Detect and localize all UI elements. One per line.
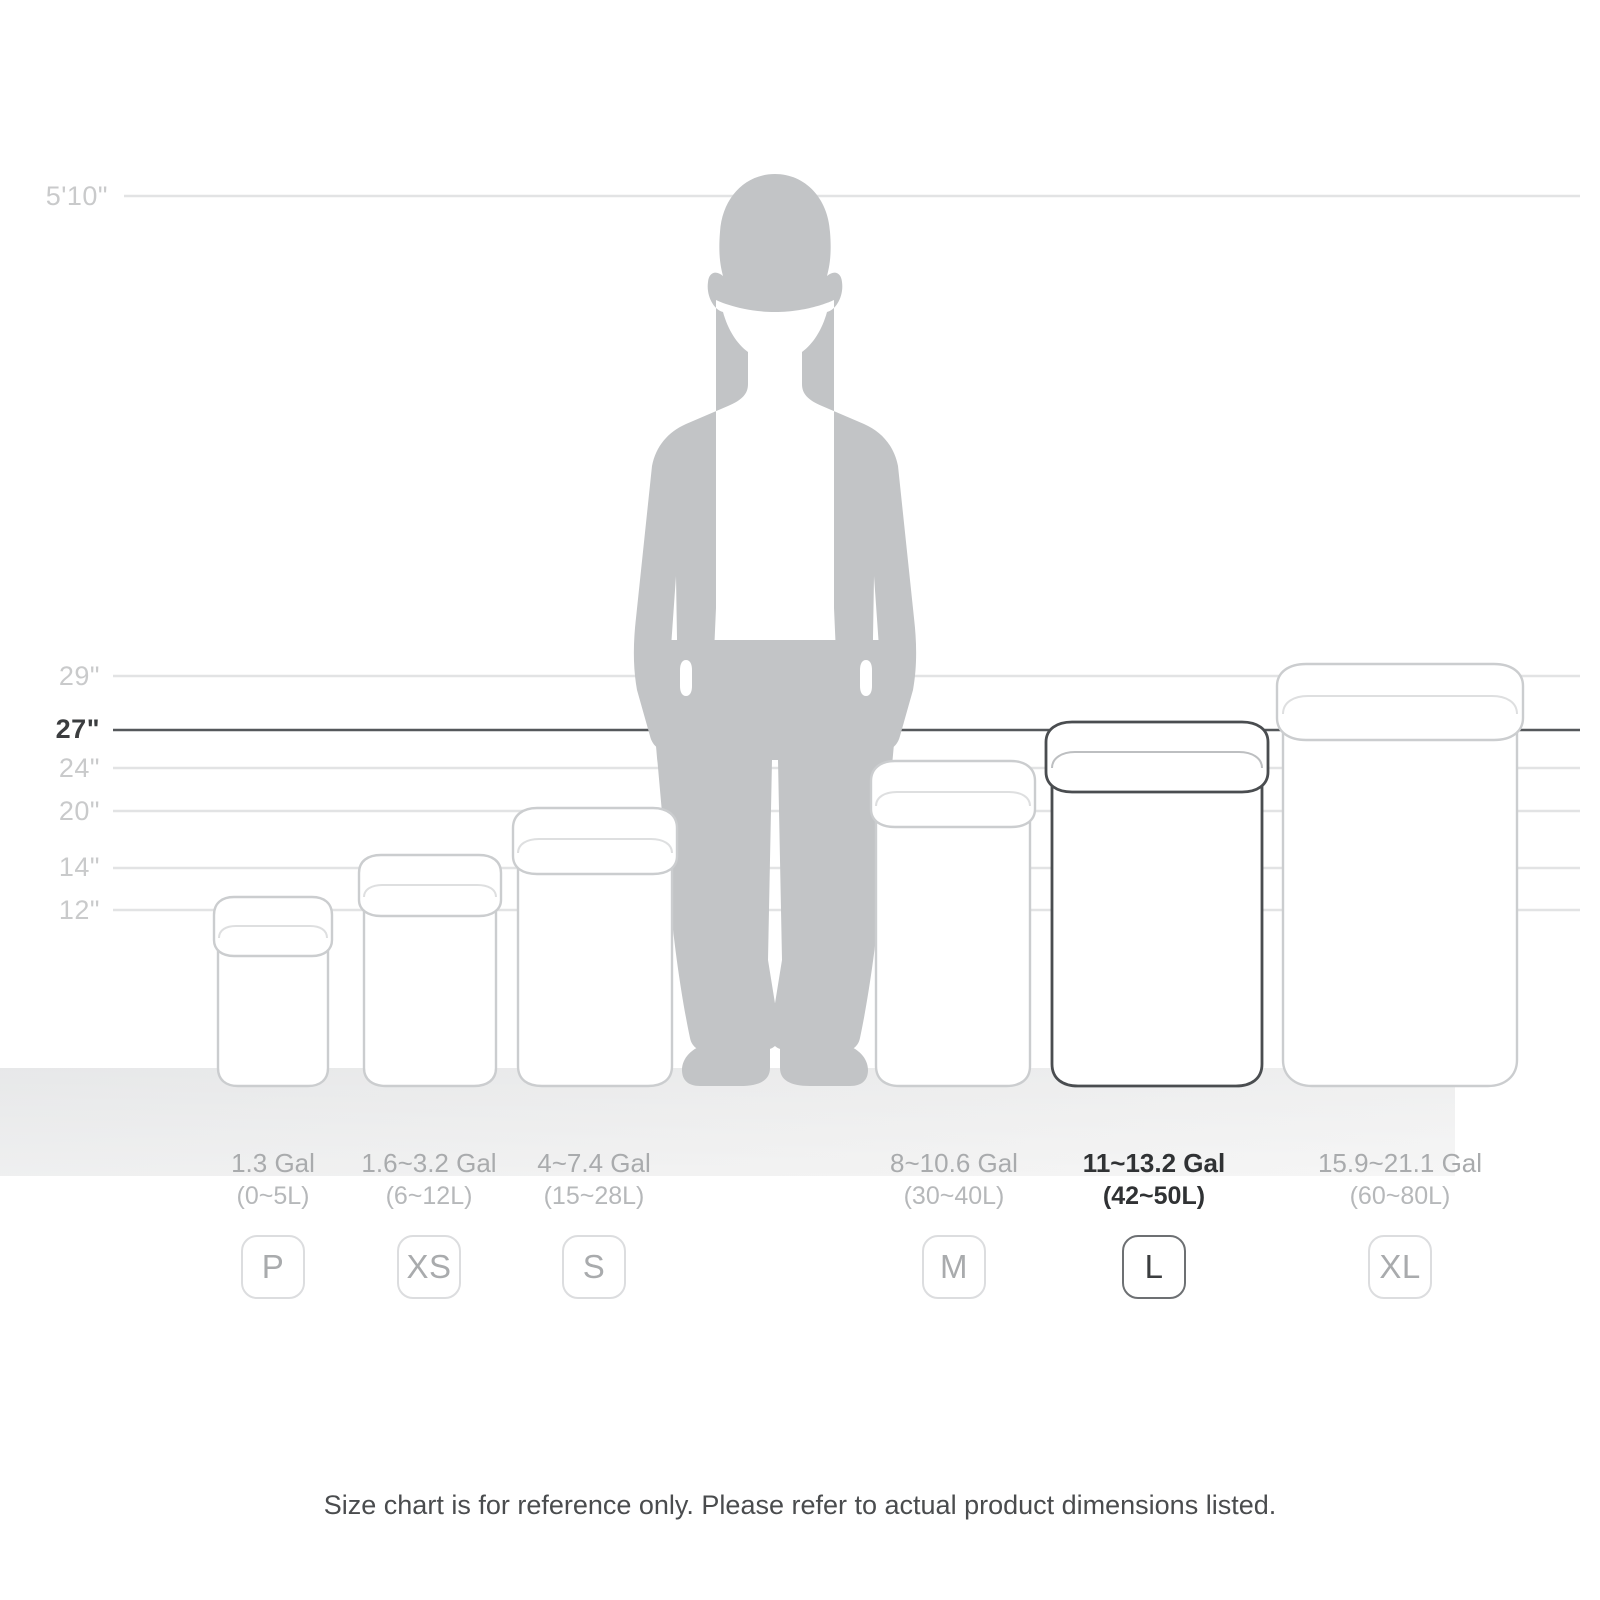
height-label-20in: 20" xyxy=(58,796,100,826)
capacity-gallons-M: 8~10.6 Gal xyxy=(890,1148,1018,1178)
bin-XL xyxy=(1275,662,1525,1088)
bin-M xyxy=(869,759,1037,1088)
size-badge-label-P: P xyxy=(261,1248,285,1285)
capacity-gallons-L: 11~13.2 Gal xyxy=(1082,1148,1226,1178)
size-badge-label-L: L xyxy=(1144,1248,1164,1285)
disclaimer-note: Size chart is for reference only. Please… xyxy=(323,1490,1277,1520)
size-badge-P[interactable]: P xyxy=(241,1235,305,1299)
size-badge-label-XS: XS xyxy=(406,1248,452,1285)
capacity-liters-P: (0~5L) xyxy=(236,1182,310,1211)
size-column-S[interactable]: 4~7.4 Gal (15~28L) xyxy=(464,1146,724,1213)
size-badge-M[interactable]: M xyxy=(922,1235,986,1299)
size-column-XL[interactable]: 15.9~21.1 Gal (60~80L) xyxy=(1270,1146,1530,1213)
size-column-L[interactable]: 11~13.2 Gal (42~50L) xyxy=(1024,1146,1284,1213)
height-label-14in: 14" xyxy=(58,852,100,882)
height-label-29in: 29" xyxy=(58,661,100,691)
capacity-liters-S: (15~28L) xyxy=(543,1182,645,1211)
capacity-gallons-S: 4~7.4 Gal xyxy=(537,1148,651,1178)
capacity-gallons-XS: 1.6~3.2 Gal xyxy=(361,1148,497,1178)
size-column-M[interactable]: 8~10.6 Gal (30~40L) xyxy=(824,1146,1084,1213)
capacity-gallons-P: 1.3 Gal xyxy=(231,1148,315,1178)
human-silhouette xyxy=(633,174,917,1086)
size-badge-label-M: M xyxy=(940,1248,968,1285)
height-label-24in: 24" xyxy=(58,753,100,783)
size-badge-S[interactable]: S xyxy=(562,1235,626,1299)
size-column-P[interactable]: 1.3 Gal (0~5L) xyxy=(143,1146,403,1213)
size-badge-XL[interactable]: XL xyxy=(1368,1235,1432,1299)
capacity-liters-XS: (6~12L) xyxy=(385,1182,473,1211)
capacity-gallons-XL: 15.9~21.1 Gal xyxy=(1317,1148,1483,1178)
size-badge-L[interactable]: L xyxy=(1122,1235,1186,1299)
size-badge-label-XL: XL xyxy=(1379,1248,1421,1285)
size-column-XS[interactable]: 1.6~3.2 Gal (6~12L) xyxy=(299,1146,559,1213)
height-label-5ft10: 5'10" xyxy=(45,181,108,211)
capacity-liters-M: (30~40L) xyxy=(903,1182,1005,1211)
capacity-liters-L: (42~50L) xyxy=(1102,1182,1206,1211)
bin-L xyxy=(1044,720,1270,1088)
bin-P xyxy=(212,895,334,1088)
bin-XS xyxy=(357,853,503,1088)
size-badge-XS[interactable]: XS xyxy=(397,1235,461,1299)
capacity-liters-XL: (60~80L) xyxy=(1349,1182,1451,1211)
bin-S xyxy=(511,806,679,1088)
height-label-27in: 27" xyxy=(55,714,100,744)
size-badge-label-S: S xyxy=(582,1248,606,1285)
height-label-12in: 12" xyxy=(58,895,100,925)
